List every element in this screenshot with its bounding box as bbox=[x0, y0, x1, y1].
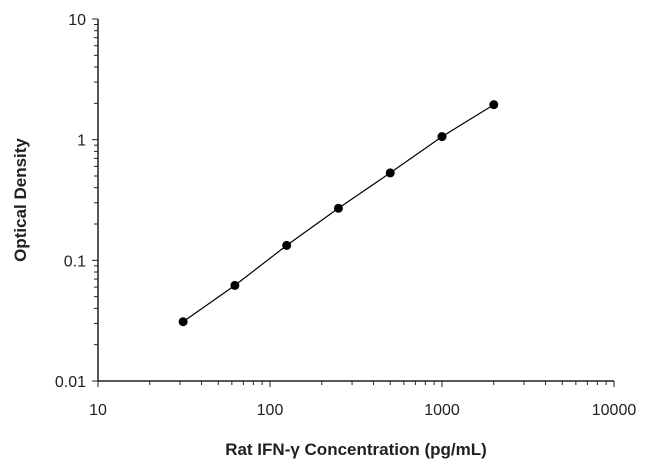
fit-line-group bbox=[182, 104, 495, 323]
y-tick-label: 0.01 bbox=[55, 374, 86, 391]
x-tick-label: 100 bbox=[257, 402, 284, 419]
y-tick-label: 1 bbox=[77, 133, 86, 150]
x-tick-label: 10 bbox=[89, 402, 107, 419]
data-point bbox=[437, 132, 447, 142]
y-tick-label: 10 bbox=[68, 12, 86, 29]
axis-ticks bbox=[92, 18, 615, 387]
data-points bbox=[178, 100, 499, 327]
axes bbox=[97, 19, 614, 382]
data-point bbox=[489, 100, 499, 110]
tick-labels: 10 100 1000 10000 0.01 0.1 1 10 bbox=[55, 12, 636, 419]
fit-line bbox=[182, 104, 495, 323]
data-point bbox=[282, 240, 292, 250]
data-point bbox=[230, 280, 240, 290]
y-axis-title: Optical Density bbox=[11, 138, 30, 262]
data-point bbox=[385, 168, 395, 178]
x-tick-label: 1000 bbox=[424, 402, 460, 419]
data-point bbox=[178, 317, 188, 327]
data-point bbox=[333, 203, 343, 213]
x-axis-title: Rat IFN-γ Concentration (pg/mL) bbox=[225, 440, 487, 459]
y-tick-label: 0.1 bbox=[64, 253, 86, 270]
x-tick-label: 10000 bbox=[592, 402, 637, 419]
